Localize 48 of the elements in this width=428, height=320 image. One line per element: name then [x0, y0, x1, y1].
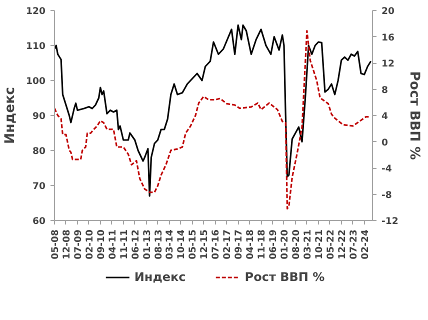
x-tick-label: 03-21	[302, 229, 314, 260]
y-axis-title: Индекс	[3, 86, 18, 144]
x-tick-label: 08-13	[153, 229, 164, 260]
x-tick-label: 07-09	[72, 229, 84, 260]
y-tick-label: 80	[32, 146, 46, 157]
x-tick-label: 03-14	[164, 228, 176, 260]
legend-label: Индекс	[134, 270, 186, 284]
y2-tick-label: 0	[382, 137, 388, 148]
y-tick-label: 110	[26, 41, 46, 52]
x-tick-label: 06-12	[130, 229, 142, 260]
x-tick-label: 11-11	[118, 229, 130, 260]
x-tick-label: 02-24	[360, 228, 371, 260]
x-tick-label: 01-13	[142, 229, 153, 260]
x-tick-label: 09-17	[234, 229, 245, 260]
y2-tick-label: 12	[382, 58, 394, 70]
y2-tick-label: 16	[382, 32, 394, 44]
x-tick-label: 11-18	[256, 229, 268, 260]
x-tick-label: 02-10	[84, 228, 96, 260]
x-tick-label: 05-15	[188, 229, 199, 260]
y2-tick-label: 8	[382, 84, 388, 96]
y-tick-label: 70	[32, 181, 46, 192]
y2-tick-label: -8	[382, 190, 392, 201]
x-tick-label: 10-21	[314, 229, 325, 260]
x-tick-label: 12-22	[336, 229, 348, 260]
y2-axis-title: Рост ВВП %	[406, 71, 422, 160]
y-tick-label: 120	[26, 6, 46, 17]
x-tick-label: 08-20	[290, 228, 302, 260]
x-tick-label: 07-23	[348, 229, 360, 260]
x-tick-label: 02-17	[222, 229, 234, 260]
x-tick-label: 07-16	[210, 229, 222, 260]
x-tick-label: 05-22	[325, 229, 336, 260]
x-tick-label: 12-15	[199, 229, 210, 260]
y2-tick-label: -4	[382, 164, 392, 174]
x-tick-label: 01-20	[279, 228, 290, 260]
x-tick-label: 10-14	[176, 228, 188, 260]
y-tick-label: 100	[26, 76, 46, 87]
x-tick-label: 04-11	[107, 229, 118, 260]
x-tick-label: 04-18	[245, 229, 256, 260]
x-tick-label: 09-10	[96, 228, 107, 260]
legend-label: Рост ВВП %	[244, 270, 325, 284]
y2-tick-label: 4	[382, 111, 388, 122]
x-tick-label: 05-08	[50, 229, 61, 260]
y2-tick-label: -12	[382, 216, 398, 227]
x-tick-label: 12-08	[61, 229, 72, 260]
y2-tick-label: 20	[382, 6, 395, 17]
y-tick-label: 60	[32, 216, 46, 227]
y-tick-label: 90	[32, 111, 46, 122]
x-tick-label: 06-19	[268, 229, 280, 260]
